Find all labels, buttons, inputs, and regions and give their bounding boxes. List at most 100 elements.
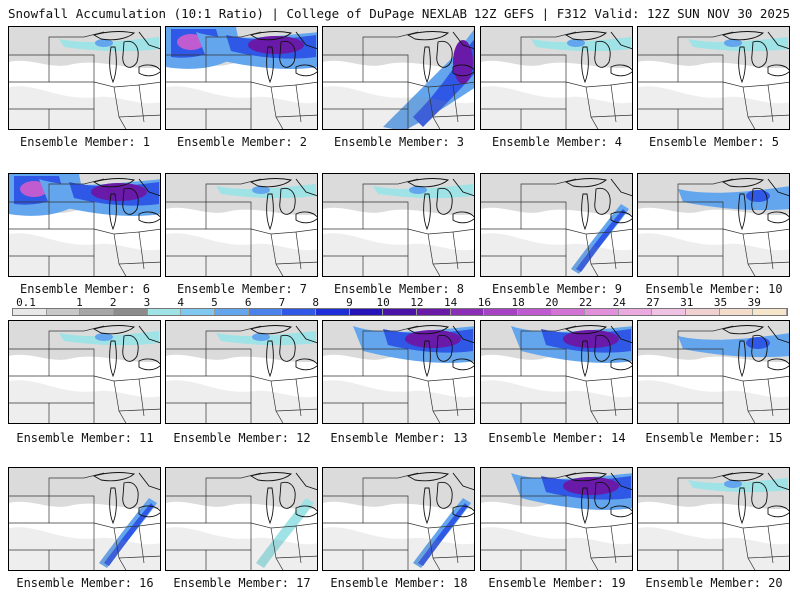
legend-color-swatch (80, 309, 114, 315)
ensemble-member-label: Ensemble Member: 3 (333, 135, 465, 149)
ensemble-member-label: Ensemble Member: 10 (645, 282, 783, 296)
snowfall-map (481, 468, 632, 570)
ensemble-member-label: Ensemble Member: 12 (173, 431, 311, 445)
legend-tick-label: 31 (680, 296, 694, 309)
legend-color-swatch (551, 309, 586, 315)
legend-color-swatch (13, 309, 47, 315)
legend-tick-label: 7 (278, 296, 286, 309)
legend-color-swatch (282, 309, 316, 315)
legend-color-swatch (349, 309, 384, 315)
legend-color-swatch (686, 309, 720, 315)
legend-tick-label: 4 (177, 296, 184, 309)
legend-color-swatch (315, 309, 350, 315)
ensemble-map-panel (637, 467, 790, 571)
legend-tick-label: 12 (410, 296, 424, 309)
legend-tick-label: 9 (346, 296, 353, 309)
legend-color-swatch (181, 309, 215, 315)
ensemble-map-panel (637, 173, 790, 277)
ensemble-map-panel (165, 173, 318, 277)
ensemble-map-panel (480, 26, 633, 130)
snowfall-legend: 0.1 1 2 3 4 5 6 7 8 9 10 12 14 16 18 20 22 24 27 31 35 39 (6, 296, 788, 318)
legend-color-swatch (517, 309, 552, 315)
snowfall-map (166, 468, 317, 570)
snowfall-map (323, 321, 474, 423)
ensemble-map-panel (8, 173, 161, 277)
snowfall-map (9, 174, 160, 276)
snowfall-map (9, 468, 160, 570)
legend-tick-label: 8 (312, 296, 319, 309)
legend-color-swatch (719, 309, 754, 315)
snowfall-map (481, 27, 632, 129)
legend-tick-label: 6 (244, 296, 252, 309)
ensemble-map-panel (165, 320, 318, 424)
snowfall-map (638, 174, 789, 276)
ensemble-map-panel (480, 467, 633, 571)
snowfall-map (481, 174, 632, 276)
ensemble-member-label: Ensemble Member: 8 (333, 282, 465, 296)
ensemble-member-label: Ensemble Member: 4 (491, 135, 623, 149)
snowfall-map (323, 27, 474, 129)
snowfall-map (638, 27, 789, 129)
ensemble-member-label: Ensemble Member: 6 (19, 282, 151, 296)
ensemble-map-panel (8, 320, 161, 424)
legend-tick-label: 3 (143, 296, 151, 309)
ensemble-map-panel (8, 467, 161, 571)
legend-color-swatch (652, 309, 687, 315)
legend-tick-label: 1 (76, 296, 83, 309)
ensemble-map-panel (480, 320, 633, 424)
legend-color-swatch (248, 309, 283, 315)
legend-tick-label: 18 (511, 296, 525, 309)
legend-color-swatch (214, 309, 249, 315)
ensemble-map-panel (637, 26, 790, 130)
ensemble-member-label: Ensemble Member: 1 (19, 135, 151, 149)
legend-tick-label: 39 (747, 296, 761, 309)
ensemble-map-panel (165, 26, 318, 130)
ensemble-map-panel (637, 320, 790, 424)
legend-color-swatch (484, 309, 518, 315)
legend-color-swatch (618, 309, 653, 315)
legend-tick-label: 14 (443, 296, 458, 309)
snowfall-map (166, 174, 317, 276)
legend-tick-label: 5 (211, 296, 218, 309)
snowfall-map (166, 27, 317, 129)
legend-color-swatch (113, 309, 148, 315)
ensemble-map-panel (8, 26, 161, 130)
legend-tick-label: 27 (646, 296, 660, 309)
legend-tick-label: 2 (109, 296, 117, 309)
ensemble-member-label: Ensemble Member: 14 (488, 431, 626, 445)
ensemble-member-label: Ensemble Member: 19 (488, 576, 626, 590)
legend-color-swatch (450, 309, 485, 315)
ensemble-map-panel (322, 26, 475, 130)
ensemble-member-label: Ensemble Member: 17 (173, 576, 311, 590)
snowfall-map (638, 321, 789, 423)
ensemble-map-panel (322, 173, 475, 277)
legend-color-swatch (753, 309, 788, 315)
ensemble-member-label: Ensemble Member: 20 (645, 576, 783, 590)
ensemble-map-panel (322, 320, 475, 424)
snowfall-map (638, 468, 789, 570)
ensemble-member-label: Ensemble Member: 2 (176, 135, 308, 149)
ensemble-member-label: Ensemble Member: 13 (330, 431, 468, 445)
legend-color-swatch (147, 309, 182, 315)
legend-tick-label: 35 (713, 296, 728, 309)
ensemble-member-label: Ensemble Member: 11 (16, 431, 154, 445)
ensemble-map-panel (165, 467, 318, 571)
legend-colorbar (12, 308, 788, 316)
ensemble-member-label: Ensemble Member: 16 (16, 576, 154, 590)
ensemble-member-label: Ensemble Member: 9 (491, 282, 623, 296)
ensemble-member-label: Ensemble Member: 7 (176, 282, 308, 296)
snowfall-map (481, 321, 632, 423)
snowfall-map (9, 27, 160, 129)
snowfall-map (323, 174, 474, 276)
snowfall-map (9, 321, 160, 423)
legend-color-swatch (416, 309, 451, 315)
legend-tick-label: 10 (376, 296, 390, 309)
ensemble-member-label: Ensemble Member: 5 (648, 135, 780, 149)
legend-tick-label: 22 (578, 296, 593, 309)
legend-tick-label: 24 (612, 296, 626, 309)
snowfall-map (166, 321, 317, 423)
legend-color-swatch (46, 309, 81, 315)
legend-tick-label: 0.1 (16, 296, 36, 309)
legend-color-swatch (383, 309, 417, 315)
legend-tick-label: 20 (545, 296, 559, 309)
